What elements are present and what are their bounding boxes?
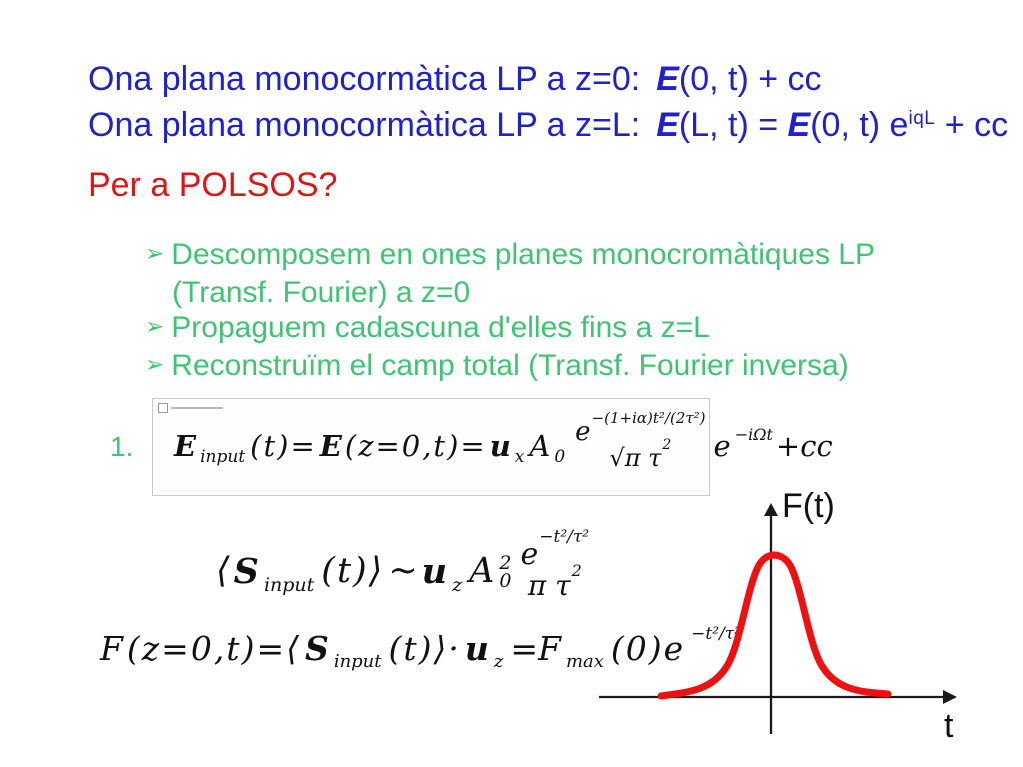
bullet-item-3-line: Reconstruïm el camp total (Transf. Fouri…: [171, 348, 849, 382]
equation-1-box: [152, 398, 710, 496]
eq1-A: A: [529, 429, 551, 463]
eq1-A-sub: 0: [554, 447, 566, 467]
arrow-bullet-icon: ➢: [145, 313, 165, 339]
eq3-u: u: [464, 628, 489, 668]
eq1-E: E: [174, 429, 197, 463]
eq2-S: S: [233, 550, 259, 592]
eq2-num-e: e: [520, 536, 539, 572]
eq1-term: (t)=: [250, 429, 317, 463]
eq1-num-e: e: [575, 416, 591, 447]
equation-1-number: 1.: [110, 431, 134, 462]
eq1-den-sup: 2: [662, 436, 672, 453]
bullet-item-1-line-2: (Transf. Fourier) a z=0: [172, 275, 471, 309]
eq1-u: u: [489, 429, 511, 463]
eq2-term: (t)⟩: [321, 551, 385, 591]
bullet-item-1: ➢ Descomposem en ones planes monocromàtiq…: [145, 237, 875, 275]
bullet-list: ➢ Descomposem en ones planes monocromàtiq…: [145, 237, 875, 385]
eq1-e2: e: [713, 429, 731, 463]
E-field-symbol: E: [656, 106, 679, 144]
bullet-item-2-line: Propaguem cadascuna d'elles fins a z=L: [171, 311, 710, 344]
eq1-u-sub: x: [514, 447, 525, 467]
title-line-1-text: Ona plana monocormàtica LP a z=0:: [88, 60, 641, 98]
title-line-2-mid: (L, t) =: [678, 106, 788, 144]
eq3-u-sub: z: [493, 650, 504, 672]
eq2-langle: ⟨: [216, 551, 230, 591]
eq2-S-sub: input: [263, 574, 315, 596]
eq2-den-body: π τ: [527, 568, 571, 602]
eq3-term: (z=0,t)=⟨: [126, 628, 301, 668]
x-axis-arrow-icon: [943, 690, 957, 704]
eq1-e2-exponent: −iΩt: [734, 424, 773, 444]
eq2-num-exponent: −t²/τ²: [539, 526, 590, 547]
title-line-2-rest: (0, t) e: [810, 106, 909, 144]
x-axis-label: t: [944, 707, 954, 745]
eq3-term: (0)e: [610, 628, 686, 668]
bullet-item-2: ➢ Propaguem cadascuna d'elles fins a z=L: [145, 310, 875, 348]
eq2-u-sub: z: [452, 574, 463, 596]
eq2-A-sup: 2: [499, 552, 512, 574]
eq3-F: F: [100, 628, 123, 668]
arrow-bullet-icon: ➢: [145, 350, 165, 377]
E-field-symbol: E: [787, 106, 811, 144]
eq1-cc: +cc: [775, 429, 833, 463]
eq1-term: (z=0,t)=: [344, 429, 487, 463]
title-line-1: Ona plana monocormàtica LP a z=0: E(0, t)…: [88, 60, 1008, 99]
eq2-A: A: [469, 551, 495, 591]
title-block: Ona plana monocormàtica LP a z=0: E(0, t)…: [88, 60, 1008, 145]
eq2-A-sub: 0: [499, 570, 512, 592]
bullet-item-1-line-1: Descomposem en ones planes monocromàtiqu…: [171, 238, 875, 271]
eq3-exponent: −t²/τ²: [691, 624, 742, 644]
title-line-1-rest: (0, t) + cc: [678, 60, 822, 98]
eq3-term: (t)⟩·: [388, 628, 461, 668]
eq1-E-sub: input: [200, 447, 246, 467]
title-line-2: Ona plana monocormàtica LP a z=L: E(L, t)…: [88, 99, 1008, 145]
eq1-E2: E: [319, 429, 342, 463]
eq1-den-body: π τ: [624, 443, 662, 472]
title-line-2-tail: + cc: [935, 106, 1009, 144]
title-line-2-text: Ona plana monocormàtica LP a z=L:: [88, 106, 641, 144]
y-axis-arrow-icon: [764, 503, 778, 516]
eq2-den-sup: 2: [571, 560, 582, 580]
eq1-num-exponent: −(1+iα)t²/(2τ²): [591, 408, 706, 427]
eq3-S: S: [304, 628, 329, 668]
bullet-item-3: ➢ Reconstruïm el camp total (Transf. Four…: [145, 348, 875, 386]
eq2-u: u: [421, 550, 448, 592]
y-axis-label: F(t): [782, 487, 835, 525]
eq2-tilde: ~: [388, 551, 418, 591]
bullet-item-1-wrap: (Transf. Fourier) a z=0: [145, 275, 875, 311]
E-field-symbol: E: [656, 60, 679, 98]
eq3-S-sub: input: [333, 650, 382, 672]
arrow-bullet-icon: ➢: [145, 240, 165, 266]
iqL-superscript: iqL: [908, 108, 936, 129]
question-heading: Per a POLSOS?: [88, 166, 338, 204]
radical-icon: √: [609, 443, 625, 472]
embedded-object-icon: [158, 403, 168, 413]
embedded-object-placeholder: [171, 407, 223, 409]
eq3-F2-sub: max: [565, 650, 604, 672]
eq3-F2: =F: [510, 628, 561, 668]
